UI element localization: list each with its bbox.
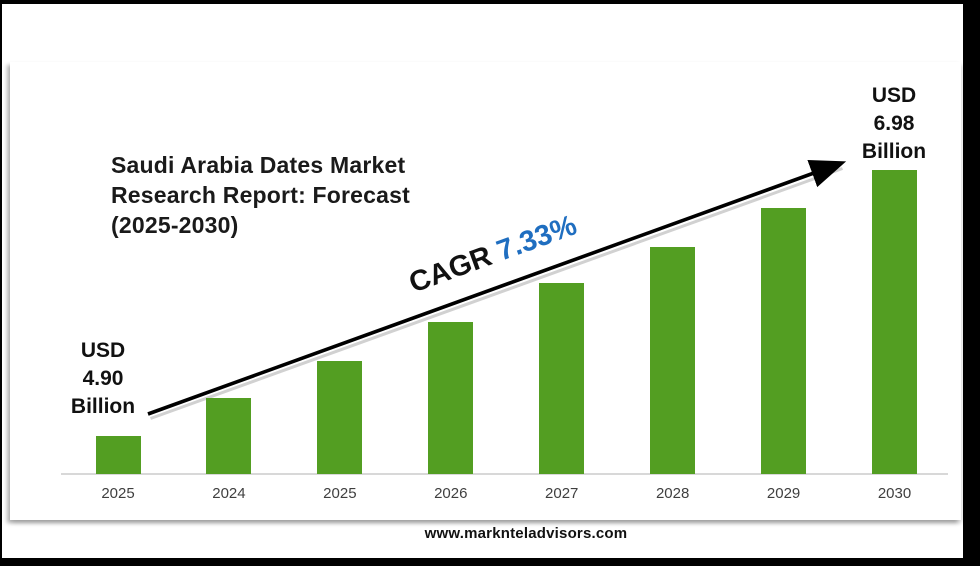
chart-title-line-1: Saudi Arabia Dates Market <box>111 152 406 178</box>
start-value-line-2: 4.90 <box>82 367 124 390</box>
x-tick-label-0: 2025 <box>101 485 135 502</box>
x-tick-label-2: 2025 <box>323 485 357 502</box>
end-value-line-2: 6.98 <box>873 112 915 135</box>
start-value-label: USD 4.90 Billion <box>38 337 168 421</box>
footer-website: www.marknteladvisors.com <box>424 525 628 542</box>
chart-canvas: 2025 2024 2025 2026 2027 2028 2029 2030 Saudi A… <box>2 4 963 558</box>
x-tick-label-3: 2026 <box>434 485 468 502</box>
bar-2028-5 <box>650 247 696 474</box>
end-value-line-1: USD <box>871 84 917 107</box>
end-value-line-3: Billion <box>861 140 927 163</box>
bar-2030-7 <box>872 170 917 474</box>
x-tick-label-1: 2024 <box>212 485 246 502</box>
x-tick-label-4: 2027 <box>545 485 579 502</box>
start-value-line-1: USD <box>80 339 126 362</box>
x-tick-label-7: 2030 <box>877 485 912 502</box>
x-tick-label-6: 2029 <box>766 485 801 502</box>
bar-2025-0 <box>95 436 141 474</box>
start-value-line-3: Billion <box>70 395 136 418</box>
chart-title-line-2: Research Report: Forecast <box>111 182 410 208</box>
bar-2026-3 <box>428 322 474 474</box>
chart-panel <box>10 62 961 520</box>
end-value-label: USD 6.98 Billion <box>829 82 959 166</box>
bar-2027-4 <box>539 283 585 474</box>
bar-2029-6 <box>761 208 807 474</box>
bar-2025-2 <box>317 361 363 474</box>
chart-title-line-3: (2025-2030) <box>111 212 239 238</box>
x-axis-line <box>61 473 948 475</box>
chart-title: Saudi Arabia Dates Market Research Repor… <box>111 150 410 240</box>
x-tick-label-5: 2028 <box>655 485 690 502</box>
bar-2024-1 <box>206 398 252 474</box>
